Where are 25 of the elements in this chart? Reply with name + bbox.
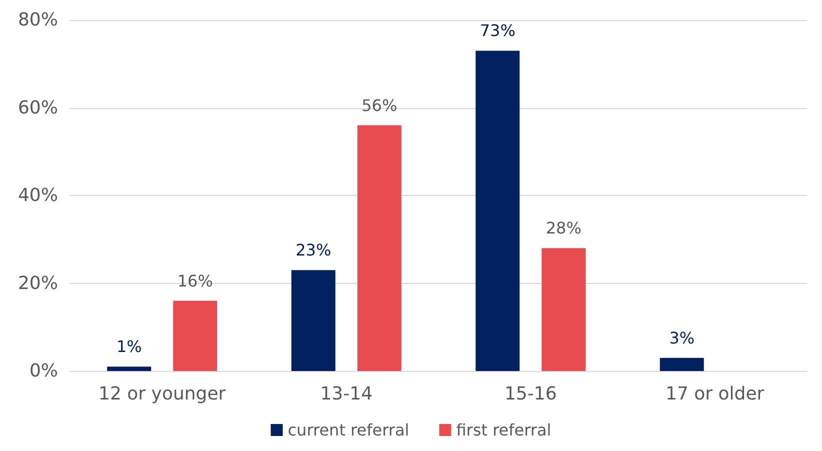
data-label: 73% xyxy=(480,21,516,40)
data-label: 1% xyxy=(116,337,142,356)
data-label: 56% xyxy=(362,96,398,115)
y-tick-label: 20% xyxy=(18,272,58,294)
data-label: 23% xyxy=(296,240,332,260)
x-tick-label: 15-16 xyxy=(504,384,557,404)
x-tick-label: 13-14 xyxy=(320,384,373,404)
y-tick-label: 60% xyxy=(18,97,58,118)
bar xyxy=(660,358,704,371)
y-tick-label: 0% xyxy=(29,360,58,382)
legend-label: first referral xyxy=(456,420,552,440)
y-tick-label: 40% xyxy=(18,185,58,206)
data-label: 28% xyxy=(546,218,582,238)
bar xyxy=(107,366,152,371)
data-label: 3% xyxy=(669,328,695,348)
bar xyxy=(291,270,336,371)
y-tick-label: 80% xyxy=(18,10,58,30)
x-tick-label: 17 or older xyxy=(666,384,765,404)
legend-label: current referral xyxy=(288,420,410,440)
bar xyxy=(476,50,520,371)
x-tick-label: 12 or younger xyxy=(98,384,226,404)
data-label: 16% xyxy=(177,271,213,290)
bar xyxy=(357,125,402,371)
bar xyxy=(173,300,218,371)
bar xyxy=(542,248,586,371)
